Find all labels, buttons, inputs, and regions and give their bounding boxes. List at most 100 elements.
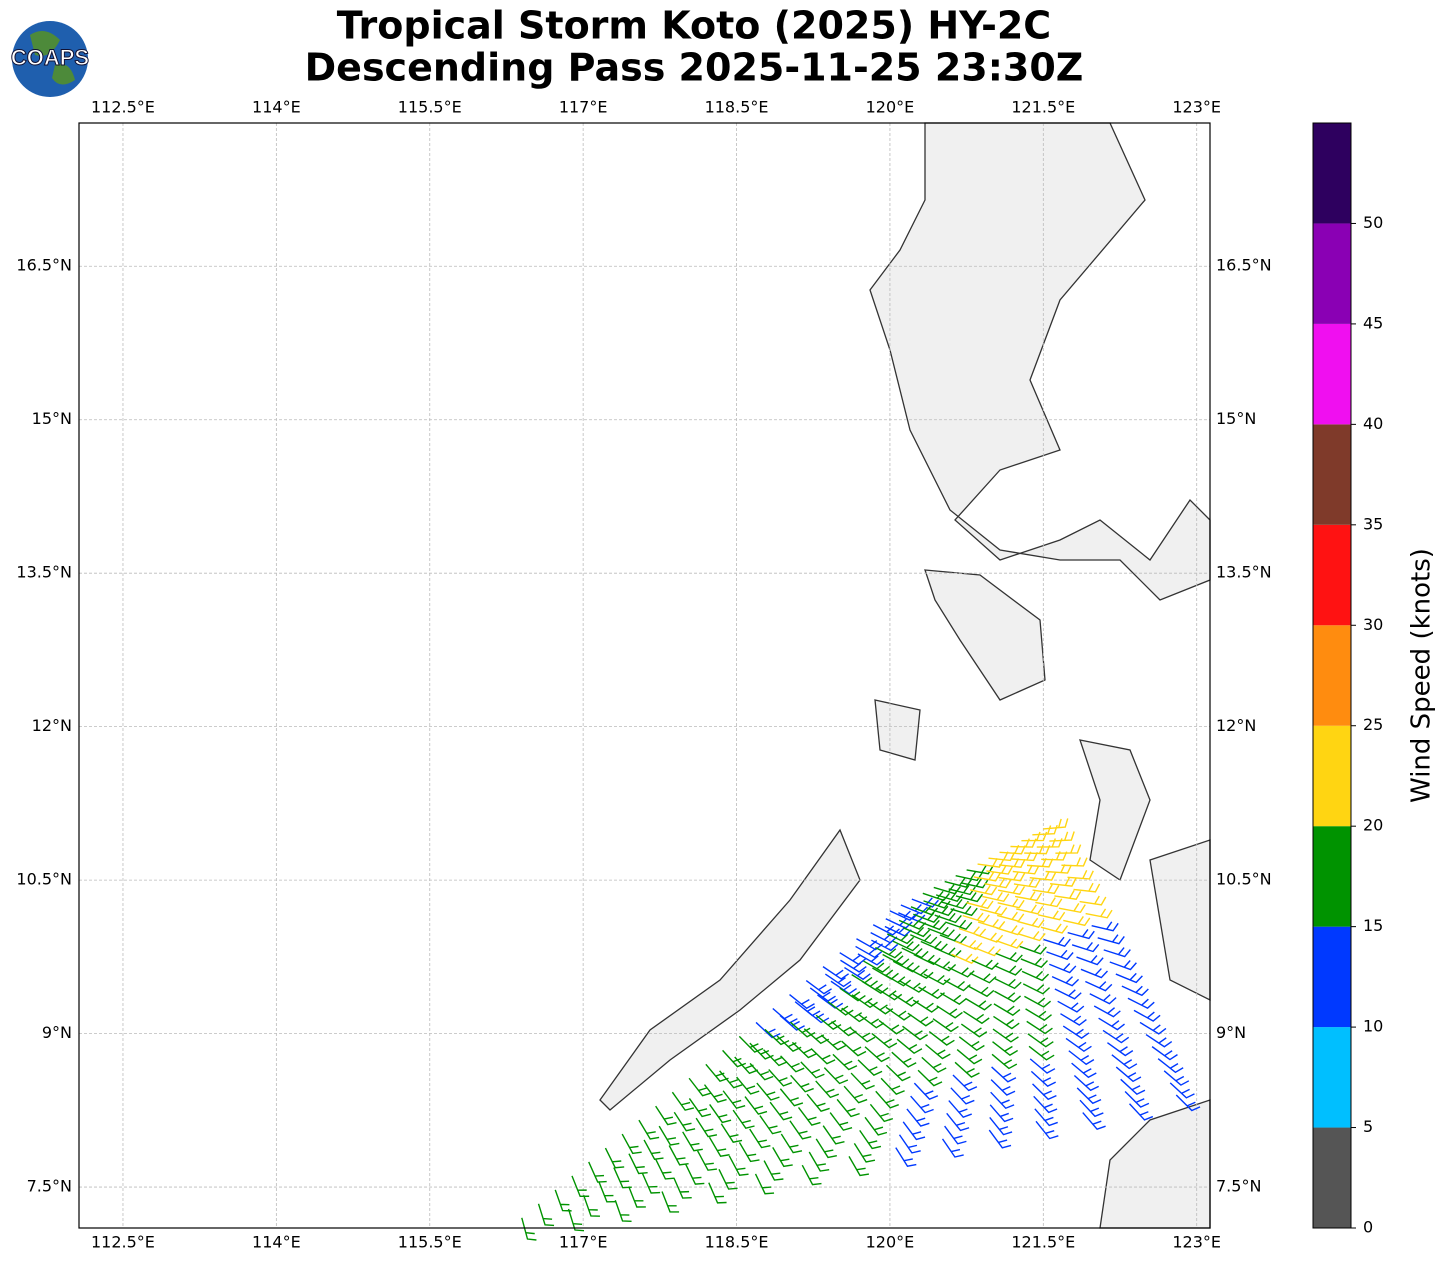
wind-barb: [992, 1028, 1019, 1043]
x-tick-label: 120°E: [866, 1233, 915, 1252]
wind-barb: [951, 953, 979, 964]
y-tick-label: 15°N: [32, 409, 72, 428]
colorbar-tick-label: 0: [1363, 1218, 1373, 1237]
wind-barb: [655, 1105, 677, 1126]
wind-barb: [1021, 831, 1048, 842]
colorbar: 0 5 10 15 20 25 30 35 40 45 50 Wind Speed (knots): [1312, 122, 1437, 1237]
wind-barb: [956, 1049, 983, 1065]
wind-barb: [736, 1076, 760, 1095]
x-tick-label: 121.5°E: [1011, 98, 1075, 117]
logo: COAPS: [10, 21, 90, 97]
wind-barb: [898, 1134, 921, 1154]
colorbar-tick-label: 10: [1363, 1017, 1383, 1036]
wind-barb: [962, 912, 990, 923]
wind-barb: [864, 1046, 890, 1063]
wind-barb: [763, 1049, 788, 1067]
wind-barb: [892, 993, 920, 1007]
wind-barb: [1049, 877, 1077, 887]
wind-barb: [1080, 968, 1108, 979]
wind-barb: [1169, 1082, 1195, 1099]
wind-barb: [1040, 923, 1069, 934]
wind-barb: [789, 993, 815, 1010]
wind-barb: [979, 905, 1008, 916]
wind-barb: [941, 898, 969, 910]
colorbar-tick-label: 5: [1363, 1117, 1373, 1136]
x-tick-label: 118.5°E: [705, 1233, 769, 1252]
wind-barb: [895, 1147, 917, 1168]
wind-barb: [815, 1080, 840, 1099]
colorbar-segment: [1313, 725, 1351, 827]
wind-barb: [1093, 1005, 1121, 1018]
wind-barb: [997, 884, 1026, 895]
wind-barb: [1097, 934, 1125, 945]
wind-barb: [900, 904, 928, 915]
wind-barb: [1014, 891, 1043, 902]
wind-barb: [982, 891, 1010, 903]
colorbar-segment: [1313, 323, 1351, 425]
wind-barb: [841, 1040, 867, 1057]
wind-barb: [991, 1053, 1018, 1070]
wind-barb: [1024, 995, 1052, 1008]
wind-barb: [853, 1142, 876, 1163]
wind-barb: [1157, 1058, 1184, 1074]
wind-barb: [790, 1074, 814, 1093]
wind-barb: [722, 1049, 747, 1068]
wind-barb: [917, 1069, 943, 1087]
wind-barb: [967, 985, 995, 998]
wind-barb: [1079, 895, 1107, 906]
wind-barb: [892, 940, 920, 952]
wind-barb: [858, 1013, 885, 1029]
wind-barb: [661, 1191, 680, 1213]
wind-barb: [567, 1208, 585, 1232]
wind-barb: [995, 965, 1023, 976]
wind-barb: [963, 1010, 990, 1025]
wind-barb: [738, 1035, 764, 1053]
wind-barb: [1121, 985, 1149, 997]
wind-barb: [1063, 916, 1091, 927]
wind-barb: [744, 1096, 768, 1115]
wind-barb: [1109, 960, 1137, 971]
wind-barb: [1029, 1058, 1056, 1074]
wind-barb: [1073, 1074, 1099, 1092]
wind-barb: [864, 1116, 888, 1136]
wind-barb: [1032, 884, 1060, 895]
wind-barb: [952, 1074, 978, 1092]
wind-barb: [1033, 1095, 1058, 1114]
wind-barb: [922, 890, 950, 902]
wind-barb: [851, 994, 878, 1009]
wind-barb: [934, 912, 962, 924]
wind-barb: [948, 885, 976, 896]
island: [599, 828, 861, 1111]
wind-barb: [628, 1153, 648, 1175]
colorbar-tick-label: 25: [1363, 715, 1383, 734]
wind-barb: [859, 1129, 882, 1150]
wind-barb: [673, 1177, 692, 1199]
y-tick-label: 10.5°N: [1216, 870, 1272, 889]
wind-barb: [990, 1079, 1016, 1096]
x-tick-label: 121.5°E: [1011, 1233, 1075, 1252]
x-tick-label: 118.5°E: [705, 98, 769, 117]
wind-barb: [1128, 1103, 1154, 1121]
wind-barb: [993, 1003, 1021, 1016]
y-tick-label: 7.5°N: [27, 1177, 72, 1196]
y-tick-label: 9°N: [42, 1023, 72, 1042]
wind-barb: [928, 960, 957, 972]
colorbar-label: Wind Speed (knots): [1407, 548, 1437, 803]
wind-barb: [906, 967, 934, 980]
wind-barb: [1018, 931, 1046, 942]
wind-barb: [803, 1008, 830, 1024]
wind-barb: [822, 966, 850, 980]
wind-barb: [628, 1186, 646, 1208]
wind-barb: [896, 1038, 923, 1055]
colorbar-tick-label: 30: [1363, 615, 1383, 634]
wind-barb: [836, 1098, 860, 1118]
y-tick-label: 15°N: [1216, 409, 1256, 428]
wind-barb: [780, 1133, 803, 1154]
wind-barb: [839, 987, 866, 1002]
wind-barb: [1026, 1020, 1053, 1035]
wind-barb: [1017, 917, 1045, 928]
wind-barb: [1076, 1087, 1102, 1105]
wind-barb: [598, 1181, 616, 1203]
wind-barb: [638, 1119, 660, 1140]
